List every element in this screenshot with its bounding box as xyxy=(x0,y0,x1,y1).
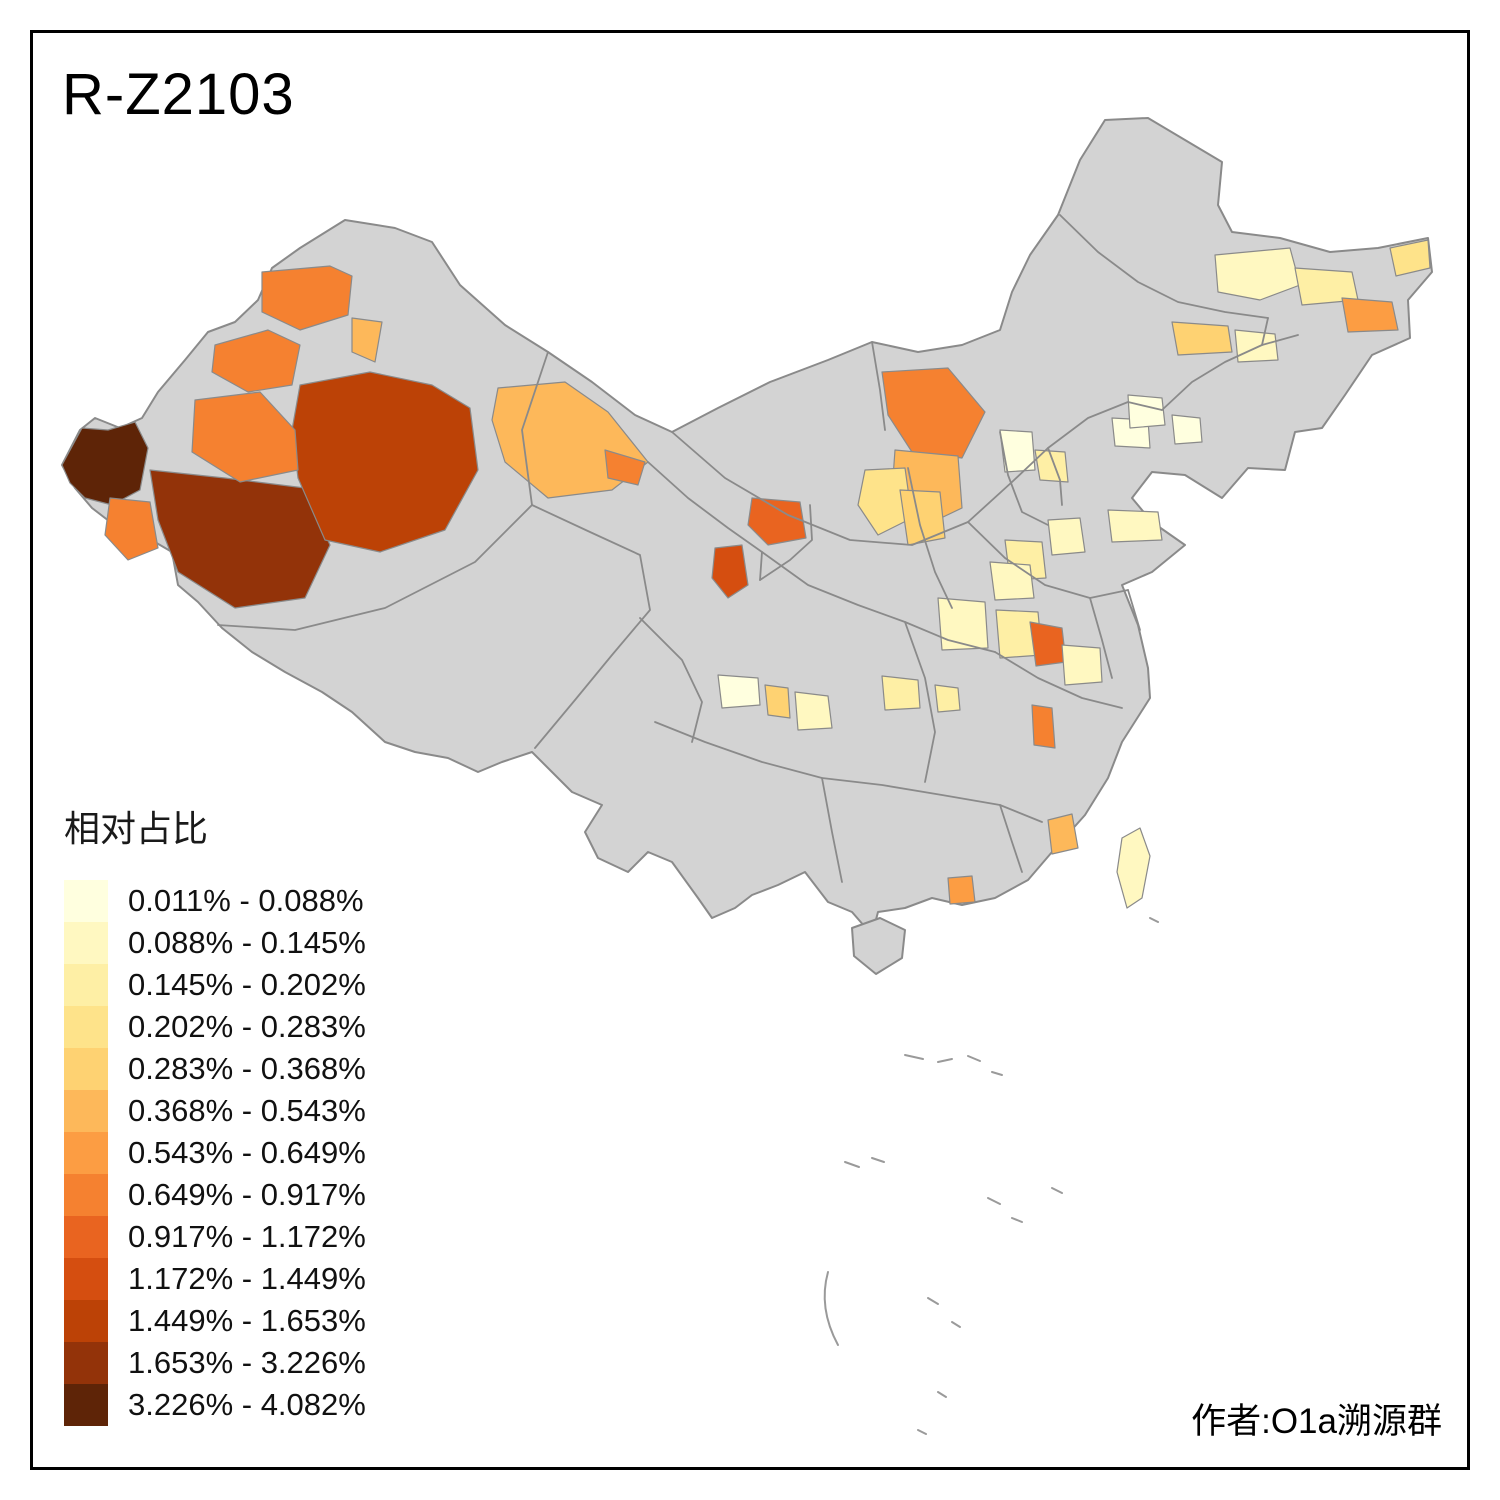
map-region xyxy=(794,691,833,731)
map-region xyxy=(1047,813,1079,855)
legend-item: 0.543% - 0.649% xyxy=(64,1132,494,1174)
legend-item: 0.011% - 0.088% xyxy=(64,880,494,922)
hainan-island xyxy=(851,917,906,975)
legend-swatch xyxy=(64,880,108,922)
legend-item: 3.226% - 4.082% xyxy=(64,1384,494,1426)
legend-item: 0.202% - 0.283% xyxy=(64,1006,494,1048)
legend-item: 0.368% - 0.543% xyxy=(64,1090,494,1132)
map-region xyxy=(1107,509,1163,543)
map-region xyxy=(104,497,159,561)
map-region xyxy=(211,329,301,393)
legend-label: 0.917% - 1.172% xyxy=(128,1219,366,1254)
map-region xyxy=(899,489,946,546)
legend-item: 0.917% - 1.172% xyxy=(64,1216,494,1258)
map-region xyxy=(1171,321,1233,356)
map-region xyxy=(1029,621,1067,667)
legend: 相对占比 0.011% - 0.088% 0.088% - 0.145% 0.145… xyxy=(64,800,494,1426)
map-region xyxy=(711,544,749,599)
province-borders xyxy=(217,214,1299,883)
map-region xyxy=(1214,247,1301,301)
legend-item: 0.145% - 0.202% xyxy=(64,964,494,1006)
legend-item: 0.283% - 0.368% xyxy=(64,1048,494,1090)
legend-label: 0.283% - 0.368% xyxy=(128,1051,366,1086)
legend-title: 相对占比 xyxy=(64,808,209,849)
map-region xyxy=(604,449,646,486)
legend-label: 0.202% - 0.283% xyxy=(128,1009,366,1044)
legend-swatch xyxy=(64,1300,108,1342)
map-region xyxy=(351,317,383,363)
map-region xyxy=(61,421,149,506)
land-layer xyxy=(61,117,1433,975)
map-region xyxy=(881,675,921,711)
legend-swatch xyxy=(64,1216,108,1258)
map-region xyxy=(1127,394,1166,429)
legend-items: 0.011% - 0.088% 0.088% - 0.145% 0.145% - 0… xyxy=(64,880,494,1426)
legend-item: 0.088% - 0.145% xyxy=(64,922,494,964)
map-region xyxy=(764,684,791,719)
map-region xyxy=(1234,329,1279,363)
mainland-outline xyxy=(61,117,1433,936)
legend-swatch xyxy=(64,1132,108,1174)
legend-swatch xyxy=(64,964,108,1006)
map-region xyxy=(747,497,807,546)
map-title: R-Z2103 xyxy=(62,62,295,127)
legend-label: 0.011% - 0.088% xyxy=(128,883,364,918)
map-region xyxy=(1034,449,1069,483)
legend-label: 1.653% - 3.226% xyxy=(128,1345,366,1380)
legend-swatch xyxy=(64,1342,108,1384)
author-credit: 作者:O1a溯源群 xyxy=(1191,1402,1442,1441)
map-region xyxy=(857,467,913,536)
map-region xyxy=(937,597,989,651)
legend-item: 1.449% - 1.653% xyxy=(64,1300,494,1342)
legend-swatch xyxy=(64,1258,108,1300)
map-region xyxy=(1047,517,1086,556)
map-region xyxy=(191,391,299,483)
map-region xyxy=(989,561,1035,601)
map-region xyxy=(1061,644,1103,686)
taiwan-island xyxy=(1116,827,1151,909)
map-region xyxy=(261,265,353,331)
legend-swatch xyxy=(64,1384,108,1426)
map-region xyxy=(999,429,1036,473)
map-region xyxy=(149,469,331,609)
legend-label: 3.226% - 4.082% xyxy=(128,1387,366,1422)
legend-label: 0.145% - 0.202% xyxy=(128,967,366,1002)
legend-swatch xyxy=(64,1006,108,1048)
legend-item: 0.649% - 0.917% xyxy=(64,1174,494,1216)
choropleth-regions xyxy=(61,239,1431,909)
legend-label: 0.368% - 0.543% xyxy=(128,1093,366,1128)
map-region xyxy=(1171,414,1203,445)
legend-label: 1.449% - 1.653% xyxy=(128,1303,366,1338)
legend-swatch xyxy=(64,922,108,964)
legend-label: 0.649% - 0.917% xyxy=(128,1177,366,1212)
map-region xyxy=(717,674,761,709)
map-region xyxy=(1031,704,1056,749)
map-region xyxy=(1389,239,1431,277)
small-islands xyxy=(823,917,1159,1435)
legend-item: 1.172% - 1.449% xyxy=(64,1258,494,1300)
map-region xyxy=(934,684,961,713)
legend-swatch xyxy=(64,1174,108,1216)
map-region xyxy=(881,367,986,459)
legend-label: 1.172% - 1.449% xyxy=(128,1261,366,1296)
legend-item: 1.653% - 3.226% xyxy=(64,1342,494,1384)
legend-swatch xyxy=(64,1090,108,1132)
legend-swatch xyxy=(64,1048,108,1090)
legend-label: 0.088% - 0.145% xyxy=(128,925,366,960)
map-region xyxy=(947,875,976,905)
map-region xyxy=(1341,297,1399,333)
legend-label: 0.543% - 0.649% xyxy=(128,1135,366,1170)
